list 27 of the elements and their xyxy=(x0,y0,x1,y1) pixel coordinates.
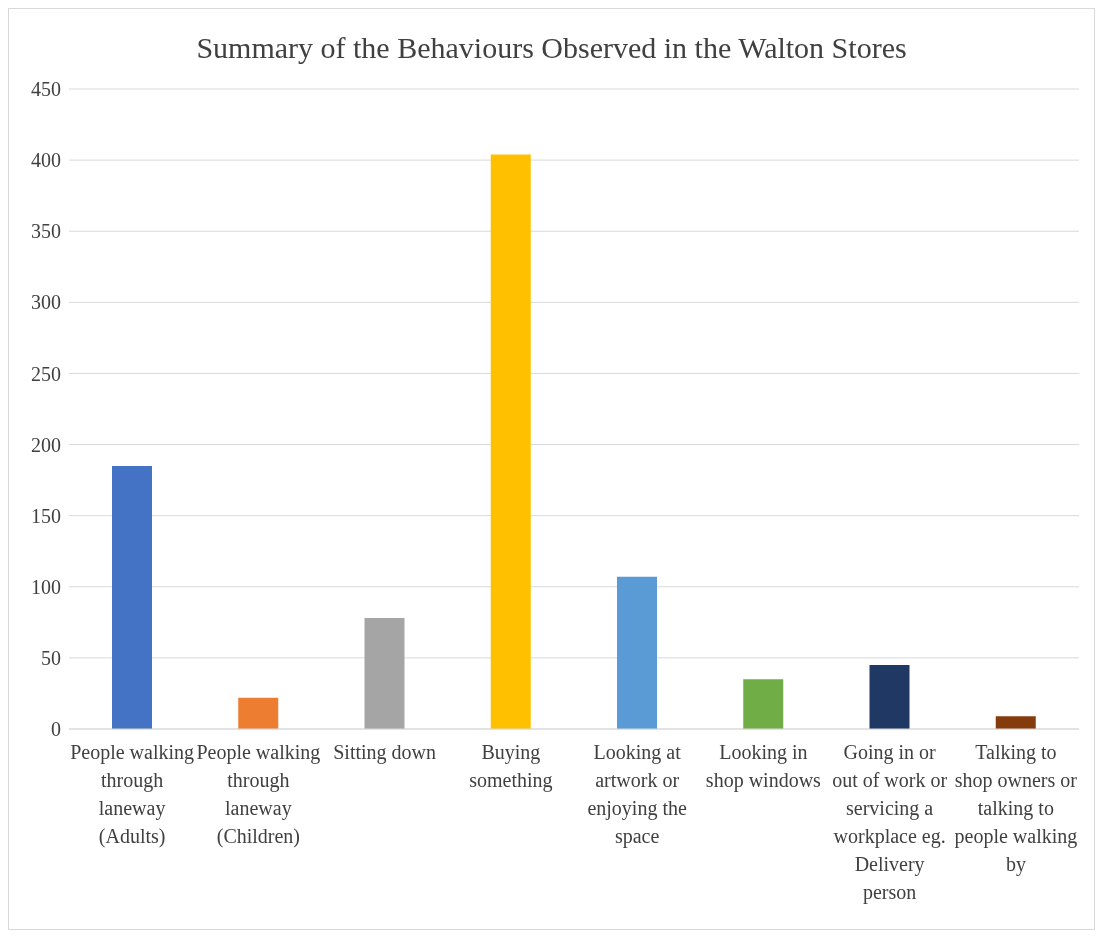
bar xyxy=(743,679,784,729)
y-tick-label: 450 xyxy=(31,78,61,101)
y-tick-label: 200 xyxy=(31,433,61,456)
y-tick-label: 400 xyxy=(31,149,61,172)
x-tick-label: People walking through laneway (Children) xyxy=(196,741,321,848)
bar xyxy=(112,465,152,729)
x-tick-label: People walking through laneway (Adults) xyxy=(70,741,195,848)
y-tick-label: 300 xyxy=(31,291,61,314)
x-tick-label: Looking at artwork or enjoying the space xyxy=(587,741,687,848)
chart-title: Summary of the Behaviours Observed in the Walton Stores xyxy=(195,30,908,66)
y-tick-label: 350 xyxy=(31,220,61,243)
x-tick-label: Sitting down xyxy=(333,741,437,764)
y-tick-label: 100 xyxy=(31,575,61,598)
x-tick-label: Talking to shop owners or talking to people walking by xyxy=(954,741,1078,876)
y-tick-label: 250 xyxy=(31,362,61,385)
x-tick-label: Looking in shop windows xyxy=(705,741,822,792)
y-tick-label: 150 xyxy=(31,504,61,527)
bar xyxy=(617,576,657,729)
bar xyxy=(869,665,910,729)
bar xyxy=(490,154,531,729)
bar xyxy=(995,716,1036,729)
y-tick-label: 50 xyxy=(41,646,61,669)
x-tick-label: Buying something xyxy=(469,741,553,792)
y-tick-label: 0 xyxy=(51,718,61,741)
bar xyxy=(238,697,279,729)
bar xyxy=(364,618,405,729)
x-tick-label: Going in or out of work or servicing a workplace eg. Delivery person xyxy=(832,741,948,904)
